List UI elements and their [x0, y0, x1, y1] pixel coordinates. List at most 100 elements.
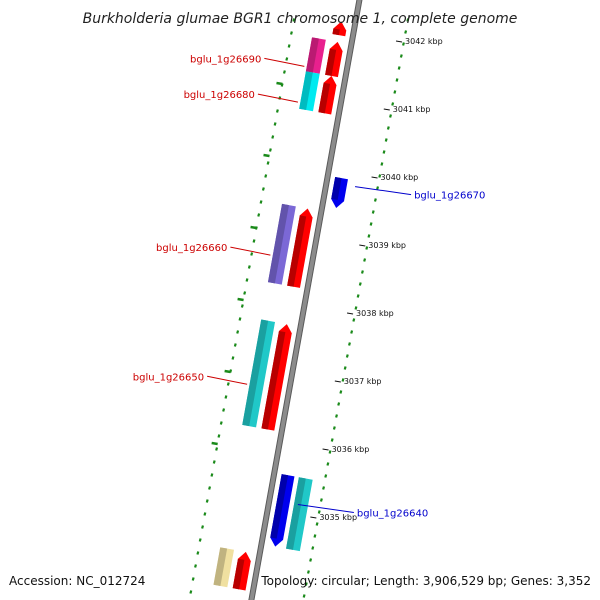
dot-ring-outer-dot [354, 306, 358, 310]
dot-ring-inner-dot [250, 252, 254, 256]
dot-ring-outer-dot [304, 582, 308, 586]
dot-ring-outer-dot [352, 318, 356, 322]
cds-arrow-bglu_1g26690-shade [325, 48, 337, 76]
scale-tick-label: 3041 kbp [393, 105, 431, 114]
dot-ring-outer-dot [341, 378, 345, 382]
cds-arrow-top-partial [332, 21, 347, 37]
features-layer [213, 21, 348, 591]
dot-ring-inner-dot [264, 174, 268, 178]
gene-label-leader [355, 186, 412, 196]
dot-ring-outer-dot [380, 162, 384, 166]
dot-ring-inner-mark [237, 297, 244, 302]
dot-ring-inner-dot [259, 200, 263, 204]
gene-block-bglu_1g26640-shade [286, 477, 306, 550]
dot-ring-outer-dot [365, 246, 369, 250]
cds-arrow-bglu_1g26680 [318, 75, 337, 115]
dot-ring-inner-mark [250, 225, 257, 230]
cds-arrow-bglu_1g26660 [287, 208, 313, 288]
scale-tick-label: 3040 kbp [381, 173, 419, 182]
scale-tick-mark [383, 108, 390, 111]
dot-ring-inner-dot [215, 447, 219, 451]
scale-tick-mark [371, 176, 378, 179]
dot-ring-inner-mark [224, 369, 231, 374]
dot-ring-inner-dot [292, 18, 296, 22]
dot-ring-outer-dot [367, 234, 371, 238]
gene-label: bglu_1g26680 [184, 90, 255, 101]
gene-labels-layer: bglu_1g26690 bglu_1g26680 bglu_1g26670bglu… [133, 54, 486, 519]
dot-ring-outer-dot [395, 78, 399, 82]
dot-ring-inner-dot [203, 512, 207, 516]
dot-ring-outer-dot [389, 114, 392, 118]
cds-arrow-bglu_1g26650-shade [261, 330, 286, 430]
dot-ring-outer-dot [335, 414, 338, 418]
gene-block-bglu_1g26680 [299, 71, 320, 112]
dot-ring-inner-dot [245, 278, 249, 282]
dot-ring-outer-dot [373, 198, 377, 202]
dot-ring-outer-dot [309, 558, 313, 562]
gene-block-bottom-partial [213, 547, 235, 588]
dot-ring-inner-dot [252, 239, 256, 243]
dot-ring-outer-dot [339, 390, 343, 394]
dot-ring-outer-dot [360, 270, 364, 274]
dot-ring-outer-dot [337, 402, 341, 406]
scale-tick-label: 3039 kbp [368, 241, 406, 250]
dot-ring-outer-dot [311, 546, 315, 550]
cds-arrow-bglu_1g26660-shade [287, 215, 307, 287]
dot-ring-inner-dot [268, 148, 272, 152]
dot-ring-outer-dot [345, 354, 349, 358]
cds-arrow-bglu_1g26690 [325, 41, 343, 78]
dot-ring-outer-dot [399, 54, 403, 58]
scale-tick-mark [322, 448, 329, 451]
cds-arrow-bglu_1g26670 [331, 176, 348, 209]
dot-ring-inner-dot [271, 135, 275, 139]
dot-ring-inner-dot [226, 382, 230, 386]
scale-tick-mark [310, 516, 317, 519]
cds-arrow-bglu_1g26680-shade [318, 82, 331, 114]
scale-tick-mark [334, 380, 341, 383]
dot-ring-outer-dot [330, 438, 334, 442]
dot-ring-outer-dot [348, 342, 351, 346]
dot-ring-outer-dot [343, 366, 347, 370]
dot-ring-inner-dot [266, 161, 270, 165]
dot-ring-inner-dot [194, 564, 197, 568]
dot-ring-inner-dot [205, 499, 209, 503]
dot-ring-inner-dot [289, 31, 293, 35]
dot-ring-outer-dot [393, 90, 397, 94]
dot-ring-outer-dot [376, 186, 380, 190]
cds-arrow-bottom-partial-shade [232, 558, 245, 590]
dot-ring-outer-dot [391, 102, 395, 106]
scale-tick-mark [346, 312, 354, 315]
dot-ring-outer-dot [406, 18, 410, 22]
dot-ring-outer-dot [378, 174, 382, 178]
dot-ring-inner-dot [275, 109, 279, 113]
cds-arrow-bglu_1g26670-shade [331, 176, 342, 201]
gene-block-bglu_1g26660 [267, 203, 296, 285]
dot-ring-inner-dot [287, 44, 291, 48]
dot-ring-inner-dot [191, 577, 195, 581]
dot-ring-inner-dot [222, 408, 226, 412]
dot-ring-inner-dot [224, 395, 228, 399]
dot-ring-inner-dot [257, 213, 261, 217]
scale-tick-mark [359, 244, 366, 247]
gene-label-leader [264, 57, 305, 67]
topology-text: Topology: circular; Length: 3,906,529 bp… [261, 574, 591, 588]
dot-ring-outer-dot [332, 426, 336, 430]
dot-ring-inner-dot [236, 330, 240, 334]
gene-label: bglu_1g26670 [414, 191, 485, 202]
dot-ring-inner-dot [189, 590, 193, 594]
dot-ring-outer-dot [328, 450, 332, 454]
gene-block-bglu_1g26650 [242, 319, 276, 428]
dot-ring-inner-dot [243, 291, 247, 295]
dot-ring-outer-dot [313, 534, 317, 538]
dot-ring-inner-dot [196, 551, 200, 555]
dot-ring-inner-dot [212, 460, 216, 464]
dot-ring-outer-dot [397, 66, 401, 70]
dot-ring-outer-dot [363, 258, 367, 262]
gene-block-bglu_1g26680-shade [299, 71, 313, 110]
gene-label-leader [297, 504, 354, 513]
scale-tick-label: 3037 kbp [344, 377, 382, 386]
dot-ring-inner-dot [285, 57, 289, 61]
scale-tick-label: 3036 kbp [332, 445, 370, 454]
cds-arrow-top-partial-shade [332, 28, 340, 36]
